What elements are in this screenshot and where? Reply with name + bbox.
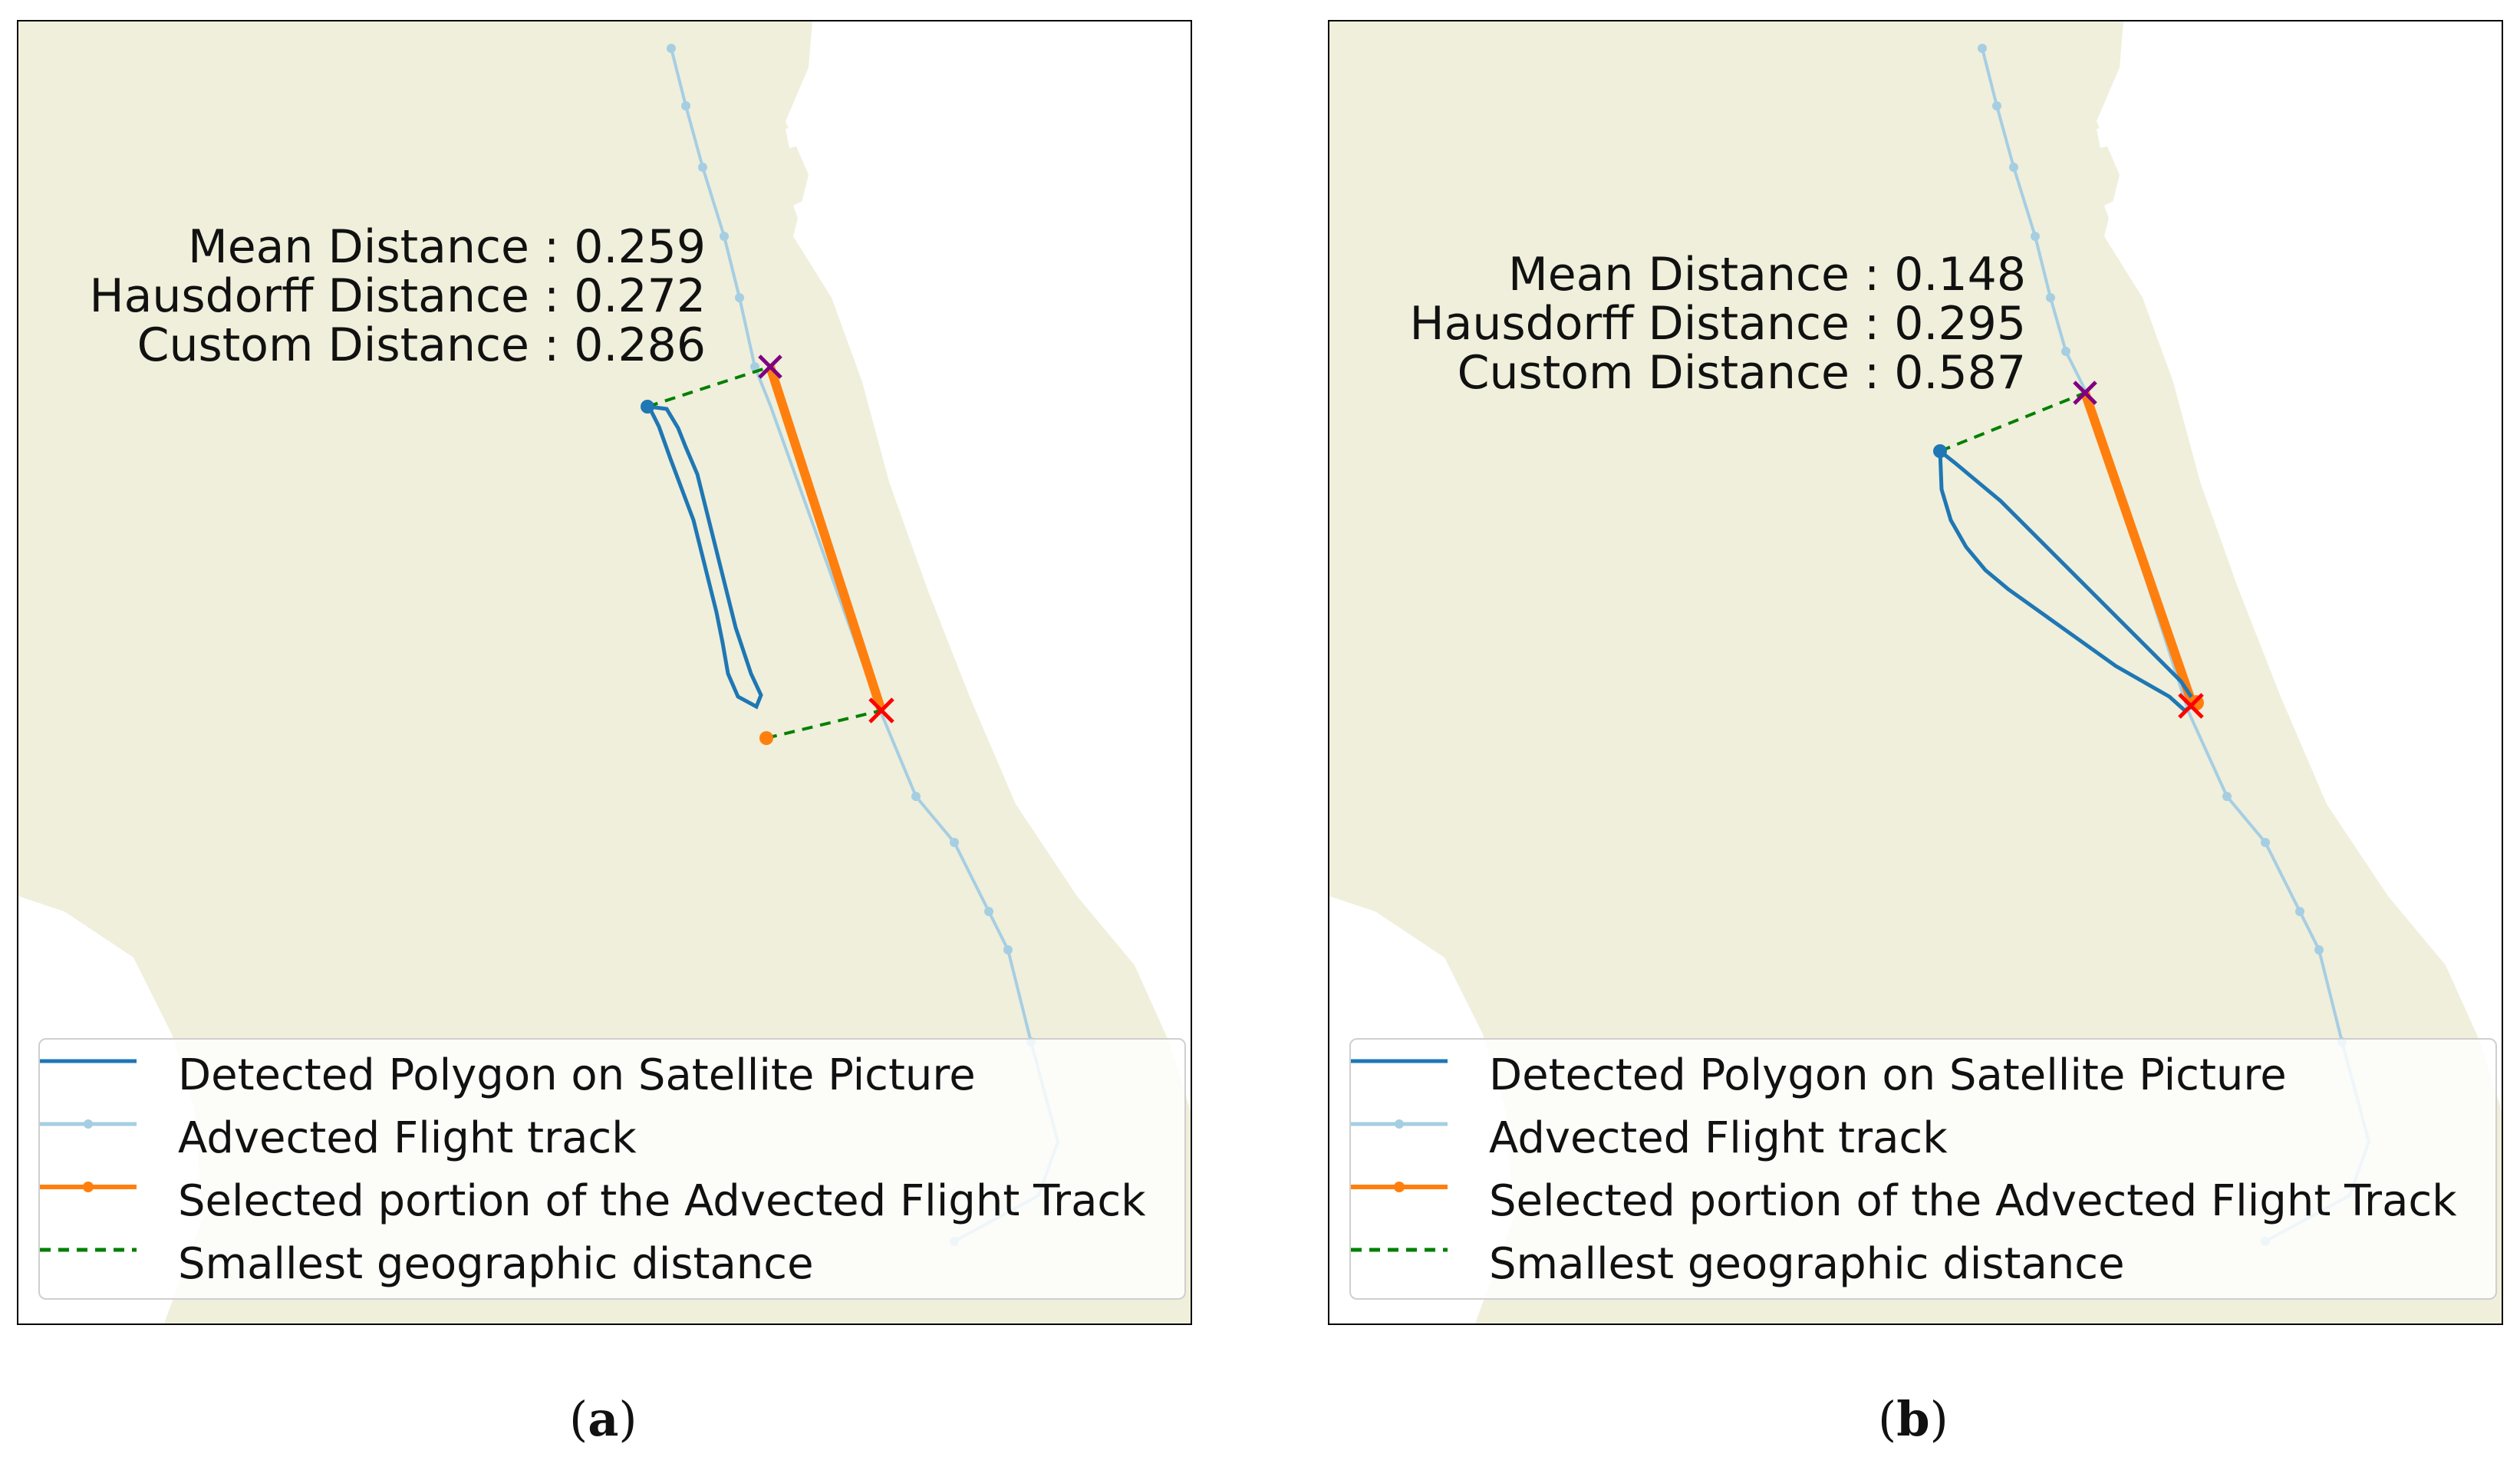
metric-hausdorff: Hausdorff Distance : 0.272 <box>89 269 706 323</box>
polygon-top-point <box>1933 444 1947 458</box>
legend-label: Smallest geographic distance <box>1489 1239 2125 1289</box>
polygon-bottom-point <box>759 731 773 745</box>
island <box>2097 125 2116 148</box>
legend-item-flight-track: Advected Flight track <box>40 1109 1184 1170</box>
selected-track-line <box>2080 391 2197 706</box>
metrics-annotation: Mean Distance : 0.148 Hausdorff Distance… <box>1409 250 2026 397</box>
legend-label: Selected portion of the Advected Flight … <box>178 1176 1146 1226</box>
metric-custom: Custom Distance : 0.587 <box>1457 346 2026 400</box>
distance-line-top <box>1939 391 2086 453</box>
legend-label: Advected Flight track <box>178 1113 637 1163</box>
legend-label: Detected Polygon on Satellite Picture <box>1489 1050 2287 1100</box>
caption-a: (a) <box>569 1391 637 1447</box>
detected-polygon <box>645 404 763 710</box>
legend-item-distance: Smallest geographic distance <box>1351 1234 2495 1296</box>
legend-line-icon <box>1351 1059 1448 1063</box>
metric-mean: Mean Distance : 0.148 <box>1507 248 2026 302</box>
legend-line-dot-icon <box>40 1182 137 1192</box>
legend-item-selected-track: Selected portion of the Advected Flight … <box>1351 1172 2495 1233</box>
legend: Detected Polygon on Satellite Picture Ad… <box>1349 1038 2497 1300</box>
metric-mean: Mean Distance : 0.259 <box>187 220 706 274</box>
distance-line-bottom <box>766 709 882 740</box>
legend-dashed-icon <box>1351 1248 1448 1252</box>
legend-label: Advected Flight track <box>1489 1113 1948 1163</box>
selected-track-line <box>766 365 886 712</box>
legend-line-dot-icon <box>40 1119 137 1129</box>
metrics-annotation: Mean Distance : 0.259 Hausdorff Distance… <box>89 223 706 370</box>
legend-item-distance: Smallest geographic distance <box>40 1234 1184 1296</box>
island <box>118 928 132 940</box>
legend-label: Detected Polygon on Satellite Picture <box>178 1050 976 1100</box>
legend: Detected Polygon on Satellite Picture Ad… <box>38 1038 1186 1300</box>
legend-item-polygon: Detected Polygon on Satellite Picture <box>1351 1046 2495 1107</box>
start-marker <box>2073 381 2097 405</box>
map-panel-a: Mean Distance : 0.259 Hausdorff Distance… <box>17 20 1192 1325</box>
land-area <box>18 21 1191 1323</box>
polygon-top-point <box>641 400 654 414</box>
map-canvas-b <box>1329 21 2502 1323</box>
end-marker <box>868 697 894 724</box>
start-marker <box>758 354 782 379</box>
metric-custom: Custom Distance : 0.286 <box>137 318 706 372</box>
legend-line-icon <box>40 1059 137 1063</box>
land-area <box>1329 21 2502 1323</box>
legend-item-flight-track: Advected Flight track <box>1351 1109 2495 1170</box>
legend-item-polygon: Detected Polygon on Satellite Picture <box>40 1046 1184 1107</box>
legend-item-selected-track: Selected portion of the Advected Flight … <box>40 1172 1184 1233</box>
island <box>786 125 805 148</box>
island <box>2104 198 2127 223</box>
map-panel-b: Mean Distance : 0.148 Hausdorff Distance… <box>1328 20 2503 1325</box>
metric-hausdorff: Hausdorff Distance : 0.295 <box>1409 297 2026 351</box>
legend-dashed-icon <box>40 1248 137 1252</box>
legend-label: Selected portion of the Advected Flight … <box>1489 1176 2457 1226</box>
legend-line-dot-icon <box>1351 1182 1448 1192</box>
caption-letter: a <box>588 1391 619 1447</box>
caption-b: (b) <box>1878 1391 1948 1447</box>
legend-label: Smallest geographic distance <box>178 1239 814 1289</box>
distance-line-top <box>647 365 771 408</box>
caption-letter: b <box>1896 1391 1930 1447</box>
legend-line-dot-icon <box>1351 1119 1448 1129</box>
end-marker <box>2178 693 2204 719</box>
map-canvas-a <box>18 21 1191 1323</box>
island <box>793 198 816 223</box>
